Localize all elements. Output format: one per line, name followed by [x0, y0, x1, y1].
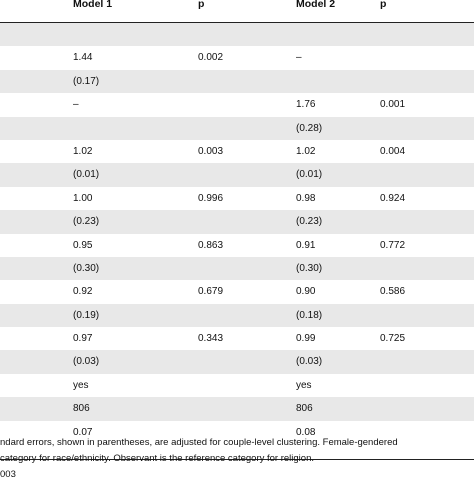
table-row: 806 806 — [0, 397, 474, 421]
table-body: 1.44 0.002 – (0.17) – 1.76 0.001 (0.28) 1.02 0.00… — [0, 23, 474, 444]
table-row — [0, 23, 474, 47]
model-2-value: (0.28) — [296, 122, 323, 134]
model-2-value: 0.98 — [296, 192, 316, 204]
model-2-value: 0.91 — [296, 239, 316, 251]
p-2-value: 0.725 — [380, 333, 406, 345]
header-model-2: Model 2 — [296, 0, 336, 10]
table-row: – 1.76 0.001 — [0, 93, 474, 116]
model-1-value: (0.23) — [73, 216, 100, 228]
model-2-value: 1.02 — [296, 145, 316, 157]
p-1-value: 0.003 — [198, 145, 224, 157]
header-model-1: Model 1 — [73, 0, 113, 10]
model-2-value: (0.30) — [296, 262, 323, 274]
model-2-value: 0.90 — [296, 286, 316, 298]
model-2-value: yes — [296, 379, 312, 391]
model-2-value: 1.76 — [296, 99, 316, 111]
table-row: 0.95 0.863 0.91 0.772 — [0, 234, 474, 257]
table-row: (0.19) (0.18) — [0, 303, 474, 328]
model-1-value: 806 — [73, 403, 90, 415]
p-1-value: 0.002 — [198, 52, 224, 64]
footnote-line: 003 — [0, 469, 16, 480]
model-1-value: (0.01) — [73, 169, 100, 181]
table-row: (0.01) (0.01) — [0, 163, 474, 187]
table-row: (0.28) — [0, 116, 474, 140]
model-1-value: 1.44 — [73, 52, 93, 64]
table-row: 0.92 0.679 0.90 0.586 — [0, 280, 474, 303]
model-1-value: 0.95 — [73, 239, 93, 251]
table-row: 0.07 0.08 — [0, 421, 474, 444]
p-2-value: 0.001 — [380, 99, 406, 111]
table-row: yes yes — [0, 374, 474, 397]
table-row: 1.02 0.003 1.02 0.004 — [0, 140, 474, 163]
model-2-value: (0.01) — [296, 169, 323, 181]
p-2-value: 0.004 — [380, 145, 406, 157]
results-table: Model 1 p Model 2 p 1.44 0.002 – (0.17) – 1.7… — [0, 0, 474, 461]
model-1-value: (0.19) — [73, 309, 100, 321]
footnote-line: ndard errors, shown in parentheses, are … — [0, 437, 398, 448]
model-2-value: – — [296, 52, 302, 64]
model-1-value: – — [73, 99, 79, 111]
model-2-value: 806 — [296, 403, 313, 415]
table-row: 1.00 0.996 0.98 0.924 — [0, 187, 474, 210]
table-row: 1.44 0.002 – — [0, 46, 474, 69]
model-2-value: (0.23) — [296, 216, 323, 228]
p-2-value: 0.772 — [380, 239, 406, 251]
model-1-value: 0.07 — [73, 426, 93, 438]
table-row-blank — [0, 444, 474, 461]
model-1-value: 0.92 — [73, 286, 93, 298]
table-footnotes: ndard errors, shown in parentheses, are … — [0, 435, 474, 483]
model-1-value: (0.17) — [73, 75, 100, 87]
model-1-value: 1.00 — [73, 192, 93, 204]
model-1-value: yes — [73, 379, 89, 391]
model-1-value: 1.02 — [73, 145, 93, 157]
p-2-value: 0.586 — [380, 286, 406, 298]
p-1-value: 0.863 — [198, 239, 224, 251]
model-2-value: 0.08 — [296, 426, 316, 438]
model-1-value: 0.97 — [73, 333, 93, 345]
table-row: (0.03) (0.03) — [0, 350, 474, 374]
header-p-1: p — [198, 0, 205, 10]
model-1-value: (0.30) — [73, 262, 100, 274]
p-1-value: 0.343 — [198, 333, 224, 345]
p-1-value: 0.679 — [198, 286, 224, 298]
model-2-value: 0.99 — [296, 333, 316, 345]
header-p-2: p — [380, 0, 387, 10]
model-1-value: (0.03) — [73, 356, 100, 368]
table-row: (0.23) (0.23) — [0, 210, 474, 234]
p-2-value: 0.924 — [380, 192, 406, 204]
footnote-line: category for race/ethnicity. Observant i… — [0, 453, 315, 464]
model-2-value: (0.03) — [296, 356, 323, 368]
model-2-value: (0.18) — [296, 309, 323, 321]
table-header-row: Model 1 p Model 2 p — [0, 0, 474, 23]
p-1-value: 0.996 — [198, 192, 224, 204]
table-row: 0.97 0.343 0.99 0.725 — [0, 327, 474, 350]
table-row: (0.30) (0.30) — [0, 256, 474, 281]
table-row: (0.17) — [0, 69, 474, 94]
